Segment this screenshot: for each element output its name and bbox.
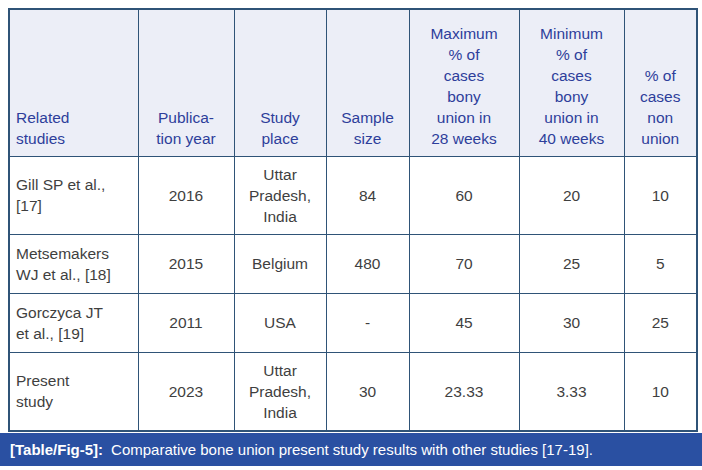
col-header-max-bony-union-28-weeks: Maximum % of cases bony union in 28 week… [409,9,519,156]
table-row: Gill SP et al., [17] 2016 Uttar Pradesh,… [9,156,697,234]
cell-study-name: Present study [9,352,138,431]
col-header-publication-year: Publica- tion year [138,9,234,156]
cell-max-union: 70 [409,234,519,293]
cell-non-union: 10 [624,352,697,431]
cell-min-union: 3.33 [519,352,624,431]
cell-sample-size: 84 [326,156,409,234]
cell-min-union: 30 [519,293,624,352]
comparative-bone-union-table: Related studies Publica- tion year Study… [8,8,698,432]
table-row: Present study 2023 Uttar Pradesh, India … [9,352,697,431]
cell-non-union: 5 [624,234,697,293]
cell-study-place: Belgium [234,234,326,293]
cell-study-place: USA [234,293,326,352]
cell-non-union: 25 [624,293,697,352]
col-header-study-place: Study place [234,9,326,156]
col-header-min-bony-union-40-weeks: Minimum % of cases bony union in 40 week… [519,9,624,156]
cell-sample-size: 480 [326,234,409,293]
cell-min-union: 20 [519,156,624,234]
cell-publication-year: 2015 [138,234,234,293]
table-row: Metsemakers WJ et al., [18] 2015 Belgium… [9,234,697,293]
col-header-non-union: % of cases non union [624,9,697,156]
cell-max-union: 60 [409,156,519,234]
col-header-related-studies: Related studies [9,9,138,156]
cell-publication-year: 2016 [138,156,234,234]
cell-study-place: Uttar Pradesh, India [234,352,326,431]
cell-sample-size: 30 [326,352,409,431]
cell-study-place: Uttar Pradesh, India [234,156,326,234]
caption-label: [Table/Fig-5]: [10,441,103,458]
figure-panel: Related studies Publica- tion year Study… [0,0,702,470]
cell-min-union: 25 [519,234,624,293]
table-row: Gorczyca JT et al., [19] 2011 USA - 45 3… [9,293,697,352]
header-row: Related studies Publica- tion year Study… [9,9,697,156]
cell-sample-size: - [326,293,409,352]
cell-study-name: Metsemakers WJ et al., [18] [9,234,138,293]
figure-caption: [Table/Fig-5]: Comparative bone union pr… [0,433,702,466]
cell-publication-year: 2011 [138,293,234,352]
caption-text: Comparative bone union present study res… [111,441,593,458]
cell-study-name: Gill SP et al., [17] [9,156,138,234]
col-header-sample-size: Sample size [326,9,409,156]
cell-max-union: 23.33 [409,352,519,431]
cell-study-name: Gorczyca JT et al., [19] [9,293,138,352]
cell-max-union: 45 [409,293,519,352]
cell-publication-year: 2023 [138,352,234,431]
cell-non-union: 10 [624,156,697,234]
